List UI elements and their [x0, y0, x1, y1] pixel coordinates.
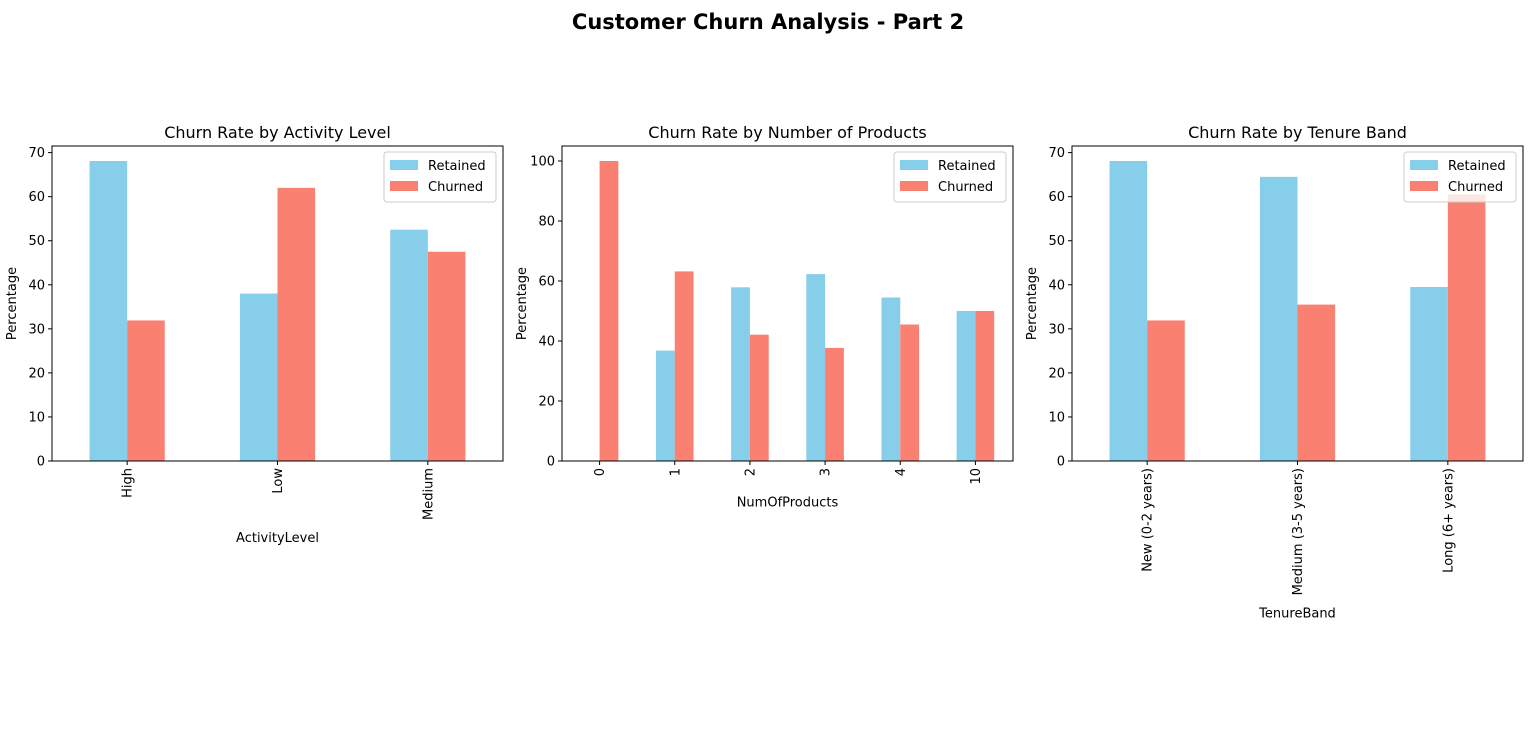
chart-3-bar-retained-1	[1109, 160, 1148, 462]
chart-1-ytick-label-5: 40	[28, 278, 45, 293]
chart-2-xtick-label-1: 0	[593, 468, 608, 476]
chart-2-bar-churned-3	[749, 334, 769, 461]
chart-3-legend-swatch-retained	[1410, 160, 1438, 170]
chart-2-bar-retained-3	[731, 287, 750, 461]
chart-1-ytick-label-4: 30	[28, 322, 45, 337]
chart-3-legend: Retained Churned	[1403, 151, 1517, 203]
chart-2-bar-retained-6	[956, 311, 976, 461]
chart-2-ytick-label-5: 80	[538, 215, 555, 230]
chart-1-bar-churned-1	[127, 320, 165, 461]
chart-2-ylabel: Percentage	[515, 267, 530, 340]
chart-2-bar-churned-5	[900, 324, 920, 461]
chart-3-group: 0 10 20 30 40 50 60 70 New (0-2 years) Medium (3-…	[1025, 123, 1524, 621]
chart-2-xtick-label-4: 3	[819, 468, 834, 476]
chart-3-bar-churned-1	[1147, 320, 1185, 461]
chart-1-ytick-label-1: 0	[37, 455, 45, 470]
chart-3-ytick-label-1: 0	[1057, 455, 1065, 470]
chart-3-bar-churned-2	[1297, 304, 1336, 461]
chart-3-xtick-label-2: Medium (3-5 years)	[1291, 468, 1306, 595]
chart-1-xtick-label-3: Medium	[421, 468, 436, 520]
chart-1-title: Churn Rate by Activity Level	[164, 123, 391, 142]
chart-1-bar-churned-2	[277, 187, 316, 461]
chart-3-ytick-label-7: 60	[1048, 190, 1065, 205]
chart-2-ytick-label-6: 100	[530, 155, 555, 170]
chart-1-xlabel: ActivityLevel	[236, 531, 319, 546]
figure-title: Customer Churn Analysis - Part 2	[571, 10, 965, 34]
chart-3-legend-swatch-churned	[1410, 181, 1438, 191]
chart-2-xtick-label-6: 10	[969, 468, 984, 485]
chart-2-bar-churned-2	[674, 271, 694, 461]
chart-3-legend-label-retained: Retained	[1448, 159, 1506, 174]
chart-1-bar-churned-3	[427, 251, 466, 461]
chart-2-legend-swatch-retained	[900, 160, 928, 170]
chart-2-xtick-label-2: 1	[668, 468, 683, 476]
chart-2-legend-label-churned: Churned	[938, 180, 993, 195]
chart-2-bar-retained-4	[806, 274, 826, 461]
chart-2-ytick-label-2: 20	[538, 395, 555, 410]
chart-2-legend: Retained Churned	[893, 151, 1007, 203]
chart-2-axes-frame	[561, 145, 1014, 462]
chart-3-ytick-label-3: 20	[1048, 366, 1065, 381]
chart-3-ytick-label-8: 70	[1048, 146, 1065, 161]
chart-1-bar-retained-3	[390, 229, 428, 461]
chart-1-xtick-label-1: High	[121, 468, 136, 498]
chart-2-ytick-label-4: 60	[538, 275, 555, 290]
chart-2-bar-retained-2	[655, 350, 675, 461]
chart-1-ytick-label-3: 20	[28, 366, 45, 381]
chart-1-bar-retained-2	[239, 293, 278, 461]
chart-2-bar-churned-4	[825, 347, 844, 461]
chart-1-legend-label-retained: Retained	[428, 159, 486, 174]
chart-3-bar-retained-2	[1259, 176, 1298, 461]
chart-1-bar-retained-1	[89, 160, 128, 462]
chart-1-legend-swatch-retained	[390, 160, 418, 170]
chart-2-group: 0 20 40 60 80 100 0 1 2 3 4 10 Percentage NumOfProduc…	[515, 123, 1014, 511]
chart-2-bar-churned-1	[599, 161, 619, 461]
chart-2-xtick-label-5: 4	[894, 468, 909, 476]
chart-1-ytick-label-6: 50	[28, 234, 45, 249]
chart-3-bar-retained-3	[1410, 286, 1448, 461]
chart-2-bar-churned-6	[975, 311, 995, 461]
chart-1-ylabel: Percentage	[5, 267, 20, 340]
chart-3-ytick-label-5: 40	[1048, 278, 1065, 293]
chart-2-xtick-label-3: 2	[743, 468, 758, 476]
chart-2-ytick-label-3: 40	[538, 335, 555, 350]
chart-2-legend-swatch-churned	[900, 181, 928, 191]
chart-1-ytick-label-8: 70	[28, 146, 45, 161]
chart-2-ytick-label-1: 0	[547, 455, 555, 470]
chart-2-bar-retained-5	[881, 297, 901, 461]
chart-3-xtick-label-3: Long (6+ years)	[1441, 468, 1456, 573]
chart-3-ytick-label-6: 50	[1048, 234, 1065, 249]
chart-1-group: 0 10 20 30 40 50 60 70 High Low Medium Percentage Ac…	[5, 123, 504, 546]
chart-3-xlabel: TenureBand	[1258, 606, 1336, 621]
chart-3-legend-label-churned: Churned	[1448, 180, 1503, 195]
chart-2-xlabel: NumOfProducts	[737, 496, 839, 511]
chart-1-ytick-label-2: 10	[28, 410, 45, 425]
chart-1-legend-label-churned: Churned	[428, 180, 483, 195]
chart-3-xtick-label-1: New (0-2 years)	[1141, 468, 1156, 572]
chart-3-ytick-label-2: 10	[1048, 410, 1065, 425]
chart-1-ytick-label-7: 60	[28, 190, 45, 205]
chart-3-ylabel: Percentage	[1025, 267, 1040, 340]
chart-2-legend-label-retained: Retained	[938, 159, 996, 174]
chart-1-legend: Retained Churned	[383, 151, 497, 203]
chart-3-ytick-label-4: 30	[1048, 322, 1065, 337]
chart-1-xtick-label-2: Low	[271, 468, 286, 494]
chart-3-title: Churn Rate by Tenure Band	[1188, 123, 1407, 142]
chart-3-bar-churned-3	[1447, 194, 1486, 461]
chart-1-legend-swatch-churned	[390, 181, 418, 191]
chart-2-title: Churn Rate by Number of Products	[648, 123, 926, 142]
